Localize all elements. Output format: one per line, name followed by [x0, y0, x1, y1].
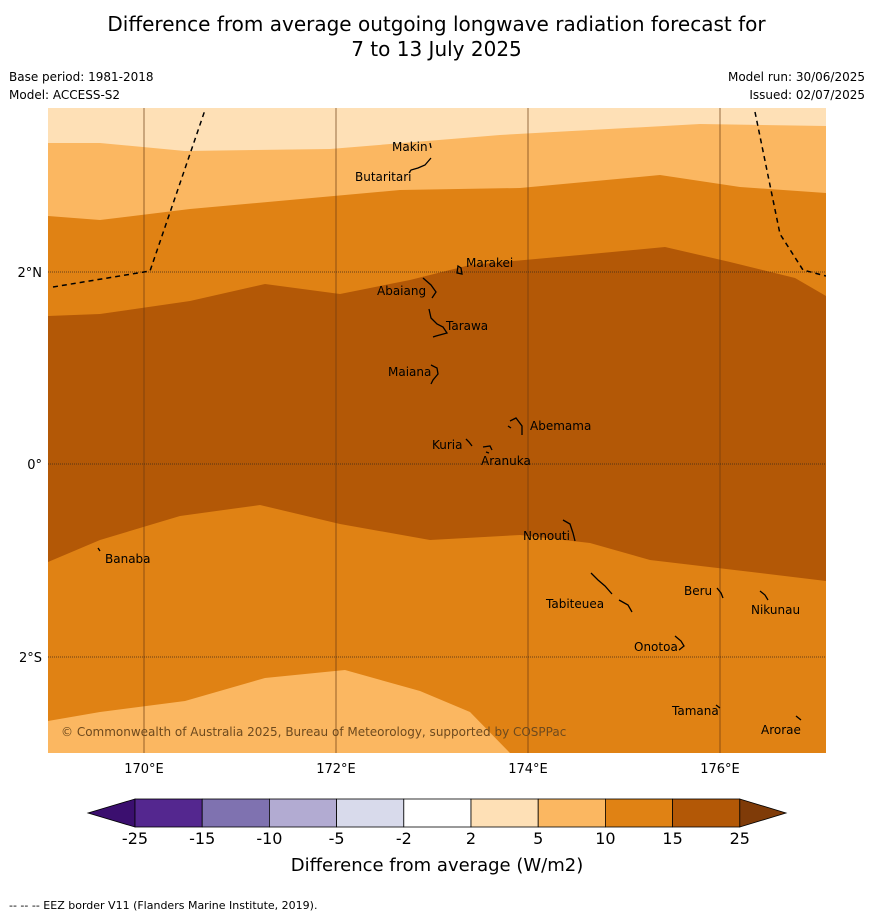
colorbar-ticks: -25 -15 -10 -5 -2 2 5 10 15 25	[122, 829, 750, 848]
colorbar: -25 -15 -10 -5 -2 2 5 10 15 25 Differenc…	[86, 798, 788, 876]
title-line-1: Difference from average outgoing longwav…	[107, 12, 766, 36]
colorbar-segment	[268, 798, 337, 828]
parallels	[48, 271, 826, 658]
lon-tick-172: 172°E	[316, 762, 356, 777]
colorbar-segment	[403, 798, 472, 828]
colorbar-segment	[537, 798, 606, 828]
place-label: Abemama	[530, 419, 591, 433]
place-label: Makin	[392, 140, 428, 154]
colorbar-tick: 10	[595, 829, 615, 848]
place-label: Nonouti	[523, 529, 570, 543]
lon-tick-170: 170°E	[124, 762, 164, 777]
colorbar-segment	[470, 798, 539, 828]
place-label: Butaritari	[355, 170, 412, 184]
axis-labels: 170°E 172°E 174°E 176°E 2°N 0° 2°S	[18, 266, 740, 777]
eez-footnote: -- -- -- EEZ border V11 (Flanders Marine…	[9, 899, 318, 912]
island-onotoa	[674, 635, 685, 651]
island-banaba	[97, 547, 101, 552]
island-kuria	[465, 438, 473, 447]
island-nonouti	[562, 519, 576, 542]
colorbar-segment	[134, 798, 203, 828]
place-label: Onotoa	[634, 640, 678, 654]
meta-right: Model run: 30/06/2025 Issued: 02/07/2025	[728, 68, 865, 104]
colorbar-extend-high	[739, 798, 788, 828]
island-butaritari	[408, 157, 432, 174]
coastlines	[97, 142, 802, 721]
title-line-2: 7 to 13 July 2025	[351, 37, 522, 61]
place-label: Kuria	[432, 438, 463, 452]
issued-date: Issued: 02/07/2025	[749, 88, 865, 102]
colorbar-tick: -15	[189, 829, 215, 848]
island-abemama	[507, 417, 523, 435]
island-maiana	[430, 364, 439, 385]
colorbar-segment	[605, 798, 674, 828]
model-run: Model run: 30/06/2025	[727, 70, 865, 84]
eez-east	[754, 111, 826, 277]
place-label: Beru	[684, 584, 712, 598]
lat-tick-0: 0°	[27, 458, 42, 473]
eez-border	[52, 109, 826, 288]
copyright-notice: © Commonwealth of Australia 2025, Bureau…	[61, 725, 566, 739]
island-tabiteuea	[590, 572, 633, 613]
place-label: Tarawa	[445, 319, 488, 333]
model-name: Model: ACCESS-S2	[9, 88, 121, 102]
colorbar-tick: 25	[730, 829, 750, 848]
island-arorae	[795, 715, 802, 721]
colorbar-tick: 5	[533, 829, 543, 848]
place-label: Aranuka	[481, 454, 531, 468]
colorbar-tick: -5	[329, 829, 345, 848]
island-beru	[716, 587, 724, 599]
island-nikunau	[759, 590, 769, 601]
place-labels: Makin Butaritari Marakei Abaiang Tarawa …	[105, 140, 801, 737]
colorbar-tick: 15	[662, 829, 682, 848]
island-marakei	[456, 264, 463, 275]
lat-tick-2s: 2°S	[19, 651, 42, 666]
place-label: Tamana	[671, 704, 719, 718]
chart-title: Difference from average outgoing longwav…	[0, 12, 873, 62]
place-label: Abaiang	[377, 284, 426, 298]
place-label: Banaba	[105, 552, 151, 566]
island-abaiang	[422, 277, 437, 299]
place-label: Maiana	[388, 365, 431, 379]
island-aranuka	[482, 445, 493, 454]
graticule	[143, 108, 721, 753]
island-tarawa	[428, 308, 449, 338]
eez-west	[52, 109, 206, 288]
band-15-25	[48, 247, 826, 581]
colorbar-segment	[336, 798, 405, 828]
colorbar-segments	[86, 798, 788, 828]
lat-tick-2n: 2°N	[18, 266, 43, 281]
map-area: Makin Butaritari Marakei Abaiang Tarawa …	[48, 108, 826, 753]
band-5-10-south	[48, 670, 510, 753]
colorbar-tick: -2	[396, 829, 412, 848]
base-period: Base period: 1981-2018	[9, 70, 154, 84]
meta-left: Base period: 1981-2018 Model: ACCESS-S2	[9, 68, 154, 104]
island-makin	[429, 142, 432, 149]
lon-tick-174: 174°E	[508, 762, 548, 777]
place-label: Nikunau	[751, 603, 800, 617]
colorbar-segment	[201, 798, 270, 828]
island-tamana	[715, 704, 721, 709]
colorbar-segment	[672, 798, 741, 828]
place-label: Tabiteuea	[545, 597, 604, 611]
place-label: Marakei	[466, 256, 513, 270]
colorbar-extend-low	[86, 798, 136, 828]
colorbar-tick: 2	[466, 829, 476, 848]
place-label: Arorae	[761, 723, 801, 737]
lon-tick-176: 176°E	[700, 762, 740, 777]
colorbar-tick: -25	[122, 829, 148, 848]
colorbar-tick: -10	[256, 829, 282, 848]
colorbar-label: Difference from average (W/m2)	[291, 855, 583, 876]
